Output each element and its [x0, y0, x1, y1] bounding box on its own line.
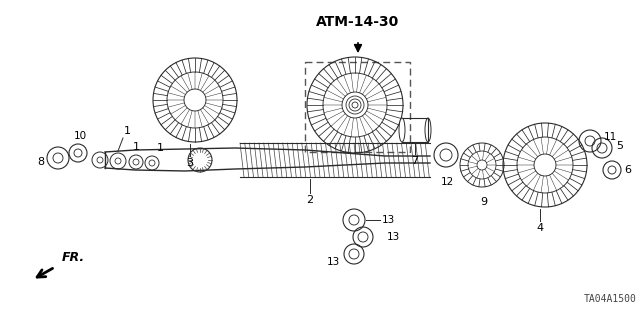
Text: 3: 3 — [186, 158, 193, 168]
Text: 5: 5 — [616, 141, 623, 151]
Text: FR.: FR. — [62, 251, 85, 264]
Text: 1: 1 — [132, 142, 140, 152]
Bar — [402, 118, 428, 142]
Text: 10: 10 — [74, 131, 86, 141]
Text: 13: 13 — [327, 257, 340, 267]
Text: 2: 2 — [307, 195, 314, 205]
Text: 9: 9 — [481, 197, 488, 207]
Bar — [305, 62, 410, 152]
Text: 11: 11 — [604, 132, 617, 142]
Text: 7: 7 — [412, 156, 419, 166]
Text: 13: 13 — [387, 232, 400, 242]
Ellipse shape — [399, 118, 405, 142]
Text: 12: 12 — [440, 177, 454, 187]
Text: 1: 1 — [157, 143, 163, 153]
Text: 8: 8 — [37, 157, 44, 167]
Text: 13: 13 — [382, 215, 396, 225]
Text: 4: 4 — [536, 223, 543, 233]
Text: TA04A1500: TA04A1500 — [584, 294, 636, 304]
Text: 6: 6 — [624, 165, 631, 175]
Text: ATM-14-30: ATM-14-30 — [316, 15, 399, 29]
Text: 1: 1 — [124, 126, 131, 136]
